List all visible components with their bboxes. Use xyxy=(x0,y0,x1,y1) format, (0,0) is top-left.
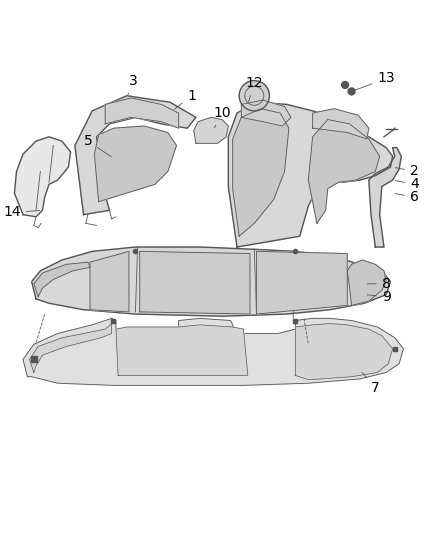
Polygon shape xyxy=(75,96,196,215)
Polygon shape xyxy=(241,100,291,126)
Polygon shape xyxy=(308,119,380,223)
Polygon shape xyxy=(94,126,177,201)
Polygon shape xyxy=(116,325,248,375)
Polygon shape xyxy=(140,252,250,314)
Polygon shape xyxy=(90,252,129,312)
Polygon shape xyxy=(233,109,289,236)
Text: 4: 4 xyxy=(396,177,419,191)
Polygon shape xyxy=(32,247,390,316)
Polygon shape xyxy=(14,137,71,217)
Polygon shape xyxy=(194,117,228,143)
Polygon shape xyxy=(295,324,392,379)
Polygon shape xyxy=(34,262,90,297)
Text: 14: 14 xyxy=(3,205,40,220)
Polygon shape xyxy=(23,318,403,385)
Circle shape xyxy=(342,82,349,88)
Circle shape xyxy=(239,80,269,111)
Text: 6: 6 xyxy=(396,190,419,204)
Polygon shape xyxy=(369,148,401,247)
Text: 12: 12 xyxy=(245,76,263,102)
Polygon shape xyxy=(313,109,369,139)
Circle shape xyxy=(348,88,355,95)
Text: 2: 2 xyxy=(396,164,419,179)
Polygon shape xyxy=(228,102,392,247)
Text: 3: 3 xyxy=(128,74,138,95)
Text: 9: 9 xyxy=(367,290,391,304)
Text: 13: 13 xyxy=(354,71,395,91)
Polygon shape xyxy=(347,260,386,305)
Text: 10: 10 xyxy=(213,106,231,128)
Polygon shape xyxy=(29,324,112,373)
Text: 1: 1 xyxy=(174,89,196,109)
Text: 5: 5 xyxy=(84,134,112,157)
Text: 7: 7 xyxy=(362,373,380,394)
Polygon shape xyxy=(257,252,347,314)
Text: 8: 8 xyxy=(367,277,391,291)
Polygon shape xyxy=(105,98,179,128)
